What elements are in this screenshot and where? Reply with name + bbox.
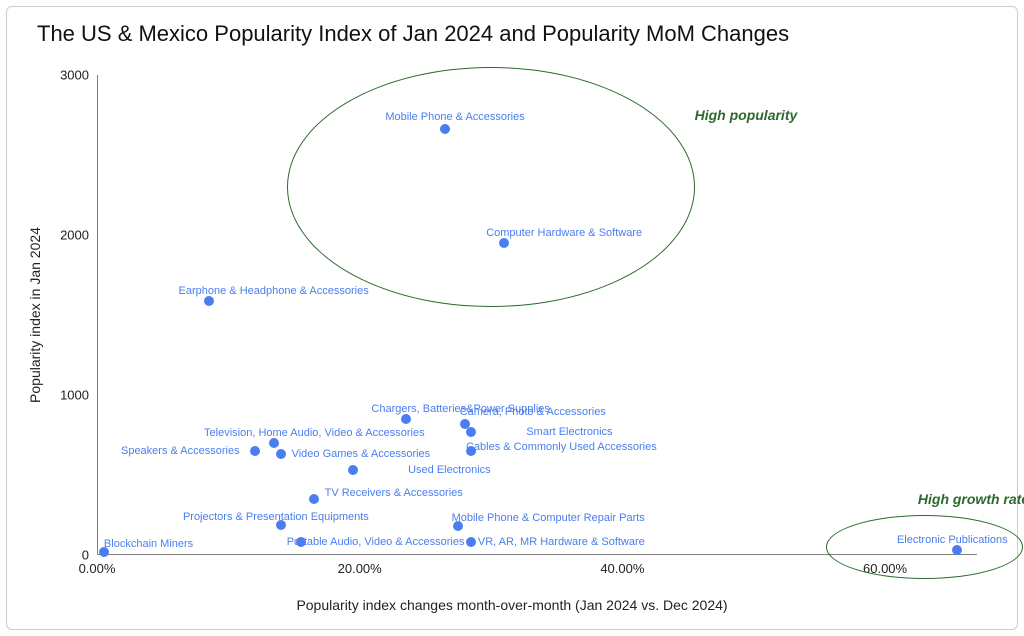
x-axis-line (97, 554, 977, 555)
plot-area: 0.00%20.00%40.00%60.00%0100020003000High… (97, 75, 977, 555)
x-tick-label: 60.00% (863, 561, 907, 576)
data-point-label: Television, Home Audio, Video & Accessor… (204, 427, 425, 439)
annotation-ellipse (826, 515, 1023, 579)
data-point (348, 465, 358, 475)
y-tick-label: 3000 (49, 68, 89, 83)
data-point-label: Portable Audio, Video & Accessories (287, 536, 465, 548)
y-tick-label: 1000 (49, 388, 89, 403)
data-point-label: Mobile Phone & Computer Repair Parts (452, 512, 645, 524)
data-point (250, 446, 260, 456)
data-point (204, 296, 214, 306)
data-point-label: TV Receivers & Accessories (325, 487, 463, 499)
annotation-label: High growth rate (918, 491, 1024, 507)
data-point-label: Mobile Phone & Accessories (385, 111, 524, 123)
y-tick-label: 2000 (49, 228, 89, 243)
data-point (466, 427, 476, 437)
y-axis-line (97, 75, 98, 555)
data-point-label: Projectors & Presentation Equipments (183, 511, 369, 523)
data-point (466, 537, 476, 547)
x-tick-label: 20.00% (338, 561, 382, 576)
data-point-label: Electronic Publications (897, 534, 1008, 546)
data-point (269, 438, 279, 448)
data-point-label: Cables & Commonly Used Accessories (466, 441, 657, 453)
annotation-label: High popularity (695, 107, 798, 123)
y-axis-title: Popularity index in Jan 2024 (27, 227, 43, 403)
data-point (499, 238, 509, 248)
y-tick-label: 0 (49, 548, 89, 563)
annotation-ellipse (287, 67, 694, 307)
data-point-label: VR, AR, MR Hardware & Software (478, 536, 645, 548)
data-point-label: Used Electronics (408, 464, 491, 476)
data-point-label: Speakers & Accessories (121, 445, 240, 457)
data-point-label: Computer Hardware & Software (486, 227, 642, 239)
x-tick-label: 0.00% (79, 561, 116, 576)
data-point-label: Video Games & Accessories (292, 448, 431, 460)
data-point (276, 449, 286, 459)
x-axis-title: Popularity index changes month-over-mont… (296, 597, 727, 613)
chart-frame: The US & Mexico Popularity Index of Jan … (6, 6, 1018, 630)
data-point-label: Earphone & Headphone & Accessories (179, 285, 369, 297)
chart-title: The US & Mexico Popularity Index of Jan … (37, 21, 789, 47)
data-point (401, 414, 411, 424)
data-point (952, 545, 962, 555)
data-point-label: Camera, Photo & Accessories (460, 406, 606, 418)
data-point (440, 124, 450, 134)
data-point (309, 494, 319, 504)
data-point-label: Blockchain Miners (104, 538, 193, 550)
x-tick-label: 40.00% (600, 561, 644, 576)
data-point-label: Smart Electronics (526, 426, 612, 438)
